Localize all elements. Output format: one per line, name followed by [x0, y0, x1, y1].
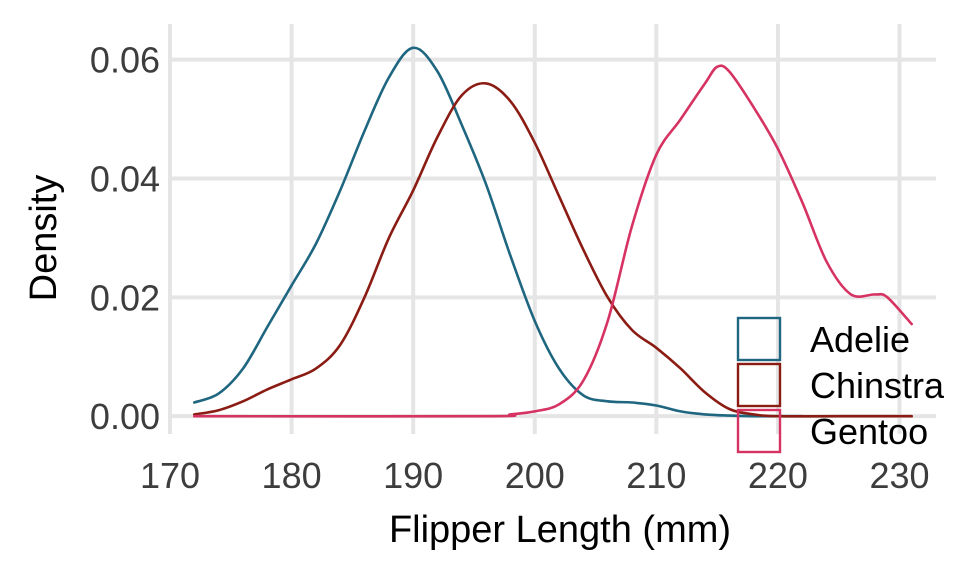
x-tick-label: 220 [748, 455, 808, 496]
x-tick-label: 210 [626, 455, 686, 496]
y-tick-label: 0.06 [90, 40, 160, 81]
series-line-chinstra [193, 81, 913, 418]
series-line-adelie [193, 46, 804, 418]
x-tick-label: 180 [262, 455, 322, 496]
legend-label-gentoo: Gentoo [810, 411, 928, 452]
y-tick-label: 0.04 [90, 158, 160, 199]
x-tick-label: 230 [869, 455, 929, 496]
legend-key-chinstra [736, 362, 782, 408]
series-line-gentoo [193, 64, 913, 418]
y-tick-labels: 0.00 0.02 0.04 0.06 [90, 40, 160, 438]
y-tick-label: 0.02 [90, 277, 160, 318]
x-tick-label: 190 [383, 455, 443, 496]
y-axis-title: Density [23, 175, 65, 302]
grid-lines [168, 24, 936, 434]
legend-key-gentoo [736, 408, 782, 454]
legend-key-adelie [736, 316, 782, 362]
x-tick-label: 200 [505, 455, 565, 496]
x-tick-label: 170 [140, 455, 200, 496]
density-lines [193, 46, 913, 418]
x-tick-labels: 170 180 190 200 210 220 230 [140, 455, 930, 496]
legend-label-adelie: Adelie [810, 319, 910, 360]
y-tick-label: 0.00 [90, 396, 160, 437]
legend-label-chinstra: Chinstra [810, 365, 945, 406]
x-axis-title: Flipper Length (mm) [389, 509, 731, 551]
legend: Adelie Chinstra Gentoo [736, 316, 945, 454]
